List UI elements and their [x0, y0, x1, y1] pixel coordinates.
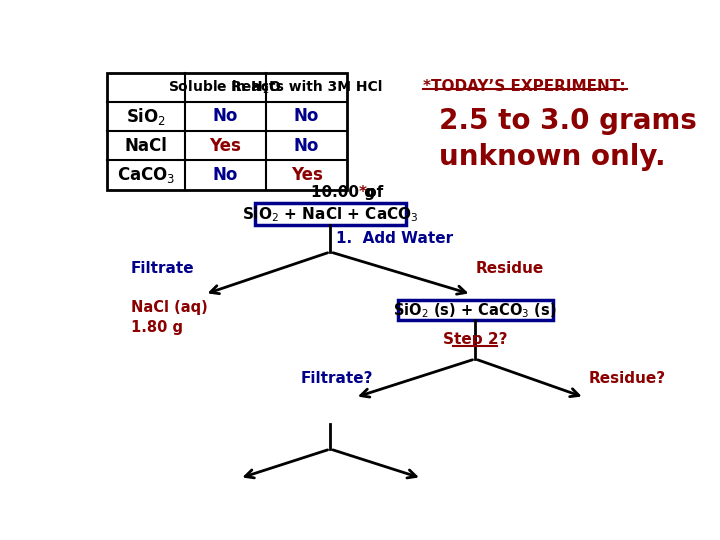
- Text: Reacts with 3M HCl: Reacts with 3M HCl: [231, 80, 382, 94]
- Text: No: No: [294, 107, 319, 125]
- Text: SiO$_2$ + NaCl + CaCO$_3$: SiO$_2$ + NaCl + CaCO$_3$: [242, 205, 418, 224]
- Text: 10.00 g: 10.00 g: [311, 185, 375, 200]
- Text: of: of: [361, 185, 384, 200]
- Text: Residue?: Residue?: [588, 370, 665, 386]
- Text: SiO$_2$ (s) + CaCO$_3$ (s): SiO$_2$ (s) + CaCO$_3$ (s): [393, 301, 557, 320]
- Text: No: No: [212, 107, 238, 125]
- Text: NaCl (aq)
1.80 g: NaCl (aq) 1.80 g: [131, 300, 208, 335]
- Bar: [107, 72, 347, 190]
- Text: *TODAY’S EXPERIMENT:: *TODAY’S EXPERIMENT:: [423, 79, 626, 93]
- Text: Filtrate: Filtrate: [131, 261, 194, 276]
- Text: Step 2?: Step 2?: [443, 332, 508, 347]
- Text: CaCO$_3$: CaCO$_3$: [117, 165, 175, 185]
- Text: Yes: Yes: [291, 166, 323, 184]
- Text: 1.  Add Water: 1. Add Water: [336, 231, 454, 246]
- Text: Filtrate?: Filtrate?: [301, 370, 373, 386]
- Text: NaCl: NaCl: [125, 137, 167, 154]
- Text: SiO$_2$: SiO$_2$: [126, 106, 166, 127]
- Text: *: *: [359, 185, 367, 200]
- Text: Soluble in H$_2$O: Soluble in H$_2$O: [168, 78, 282, 96]
- Text: Residue: Residue: [475, 261, 544, 276]
- Text: No: No: [212, 166, 238, 184]
- Text: No: No: [294, 137, 319, 154]
- Text: Yes: Yes: [210, 137, 241, 154]
- Bar: [255, 204, 406, 225]
- Text: 2.5 to 3.0 grams
unknown only.: 2.5 to 3.0 grams unknown only.: [438, 107, 697, 171]
- Bar: [397, 300, 553, 320]
